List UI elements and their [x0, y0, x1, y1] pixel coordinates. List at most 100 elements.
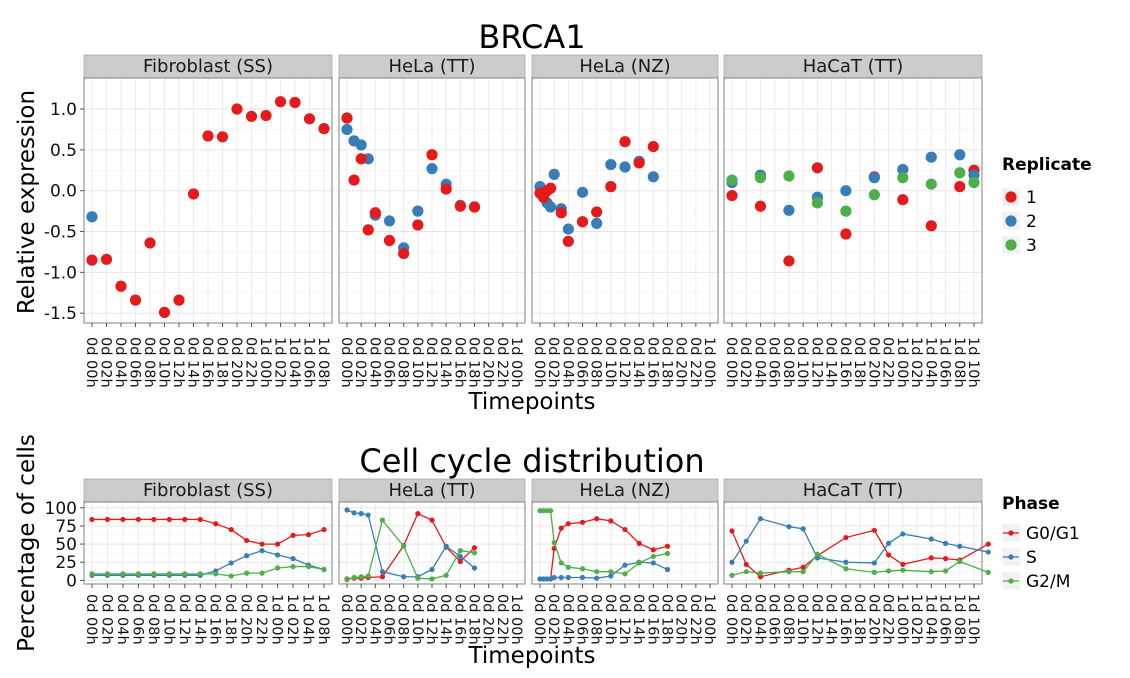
x-tick-label: 0d 18h — [466, 594, 482, 645]
data-point — [729, 528, 735, 534]
x-tick-label: 0d 04h — [751, 337, 767, 388]
legend-key-point — [1005, 215, 1017, 227]
y-tick-label: -1.0 — [44, 263, 77, 283]
x-tick-label: 0d 12h — [616, 337, 632, 388]
legend-entry-g2-m: G2/M — [1001, 571, 1070, 592]
x-tick-label: 0d 00h — [338, 337, 354, 388]
x-tick-label: 0d 22h — [687, 594, 703, 645]
data-point — [202, 130, 214, 142]
x-tick-label: 1d 06h — [937, 337, 953, 388]
data-point — [471, 565, 478, 571]
data-point — [942, 556, 949, 562]
y-tick-label: 0 — [66, 571, 77, 591]
x-tick-label: 0d 06h — [129, 594, 145, 645]
data-point — [197, 571, 203, 577]
data-point — [275, 552, 281, 558]
series-g2-m — [344, 517, 478, 583]
x-tick-label: 1d 10h — [965, 594, 981, 645]
data-point — [800, 564, 806, 570]
data-point — [957, 543, 963, 549]
legend-key-point — [1005, 239, 1017, 251]
x-tick-label: 1d 00h — [894, 337, 910, 388]
data-point — [558, 560, 564, 566]
x-tick-label: 0d 08h — [588, 337, 604, 388]
x-tick-label: 0d 06h — [766, 594, 782, 645]
data-point — [871, 527, 877, 533]
data-point — [228, 573, 234, 579]
x-tick-label: 0d 02h — [737, 594, 753, 645]
x-tick-label: 0d 00h — [531, 594, 547, 645]
x-tick-label: 0d 08h — [145, 594, 161, 645]
series-1 — [534, 136, 659, 247]
x-tick-label: 1d 02h — [908, 337, 924, 388]
data-point — [814, 551, 821, 557]
data-point — [608, 569, 614, 575]
data-point — [757, 574, 764, 580]
x-tick-label: 0d 16h — [837, 337, 853, 388]
x-tick-label: 0d 14h — [630, 337, 646, 388]
x-tick-label: 0d 20h — [673, 337, 689, 388]
data-point — [591, 217, 603, 229]
x-tick-label: 0d 10h — [156, 337, 172, 388]
data-point — [120, 516, 126, 523]
legend-label: G0/G1 — [1026, 524, 1080, 544]
data-point — [412, 205, 424, 217]
data-point — [622, 571, 628, 577]
x-tick-label: 0d 18h — [659, 594, 675, 645]
x-tick-label: 0d 18h — [466, 337, 482, 388]
data-point — [100, 253, 113, 265]
data-point — [576, 216, 589, 228]
data-point — [355, 139, 367, 151]
data-point — [954, 167, 966, 179]
x-tick-label: 0d 10h — [160, 594, 176, 645]
data-point — [985, 569, 991, 575]
x-tick-label: 1d 04h — [300, 594, 316, 645]
x-tick-label: 1d 00h — [894, 594, 910, 645]
data-point — [783, 170, 795, 182]
data-point — [348, 174, 360, 186]
data-point — [86, 254, 98, 266]
x-tick-label: 0d 06h — [127, 337, 143, 388]
data-point — [471, 545, 478, 551]
data-point — [885, 540, 892, 546]
data-point — [158, 306, 171, 318]
data-point — [104, 571, 111, 577]
series-line-g2-m — [92, 565, 325, 577]
x-tick-label: 0d 14h — [191, 594, 207, 645]
data-point — [305, 532, 312, 538]
data-point — [885, 552, 892, 558]
x-tick-label: 1d 02h — [908, 594, 924, 645]
data-point — [555, 207, 567, 219]
data-point — [565, 574, 571, 581]
x-tick-label: 0d 04h — [366, 337, 382, 388]
data-point — [885, 568, 892, 574]
legend-title: Phase — [1002, 494, 1060, 514]
legend-entry-3: 3 — [1001, 235, 1037, 256]
plot-background — [724, 78, 982, 323]
data-point — [548, 168, 560, 180]
data-point — [843, 534, 849, 541]
data-point — [558, 525, 564, 531]
data-point — [925, 178, 937, 190]
x-tick-label: 0d 22h — [494, 594, 510, 645]
data-point — [868, 189, 880, 201]
x-tick-label: 0d 12h — [808, 594, 824, 645]
data-point — [89, 516, 95, 523]
x-tick-label: 0d 10h — [602, 594, 618, 645]
data-point — [358, 511, 364, 517]
x-tick-label: 1d 04h — [922, 594, 938, 645]
data-point — [355, 153, 367, 165]
legend-label: 2 — [1026, 212, 1037, 232]
x-tick-label: 1d 00h — [269, 594, 285, 645]
series-g0-g1 — [729, 527, 991, 580]
x-tick-label: 0d 20h — [238, 594, 254, 645]
data-point — [362, 224, 374, 236]
data-point — [303, 113, 316, 125]
x-tick-label: 0d 18h — [214, 337, 230, 388]
data-point — [115, 280, 127, 292]
data-point — [440, 183, 452, 195]
data-point — [244, 537, 250, 544]
